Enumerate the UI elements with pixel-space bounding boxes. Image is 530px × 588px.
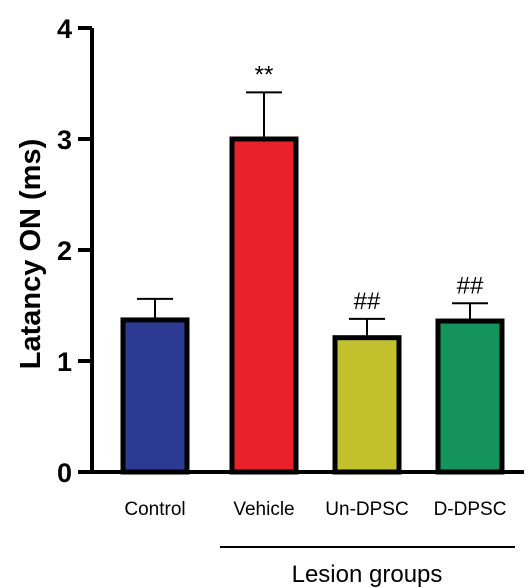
x-tick-label: D-DPSC [434, 499, 507, 520]
y-tick-label: 1 [57, 347, 72, 377]
bar-control [120, 317, 190, 475]
bar-d-dpsc [435, 318, 505, 475]
bars [120, 91, 505, 475]
y-tick-label: 3 [57, 125, 72, 155]
y-tick-label: 2 [57, 236, 72, 266]
y-tick-label: 0 [57, 458, 72, 488]
x-tick-label: Vehicle [233, 499, 294, 520]
labels: 0 1 2 3 4 Latancy ON (ms) Control ** Vehicle ## Un… [15, 14, 506, 588]
y-axis-label: Latancy ON (ms) [15, 139, 47, 369]
x-tick-label: Control [124, 499, 185, 520]
bar-vehicle [229, 136, 299, 475]
significance-label: ## [354, 288, 381, 315]
group-label: Lesion groups [292, 561, 443, 588]
x-tick-label: Un-DPSC [325, 499, 408, 520]
bar-un-dpsc [332, 335, 402, 475]
significance-label: ## [457, 272, 484, 299]
y-tick-label: 4 [57, 14, 72, 44]
significance-label: ** [255, 61, 274, 88]
